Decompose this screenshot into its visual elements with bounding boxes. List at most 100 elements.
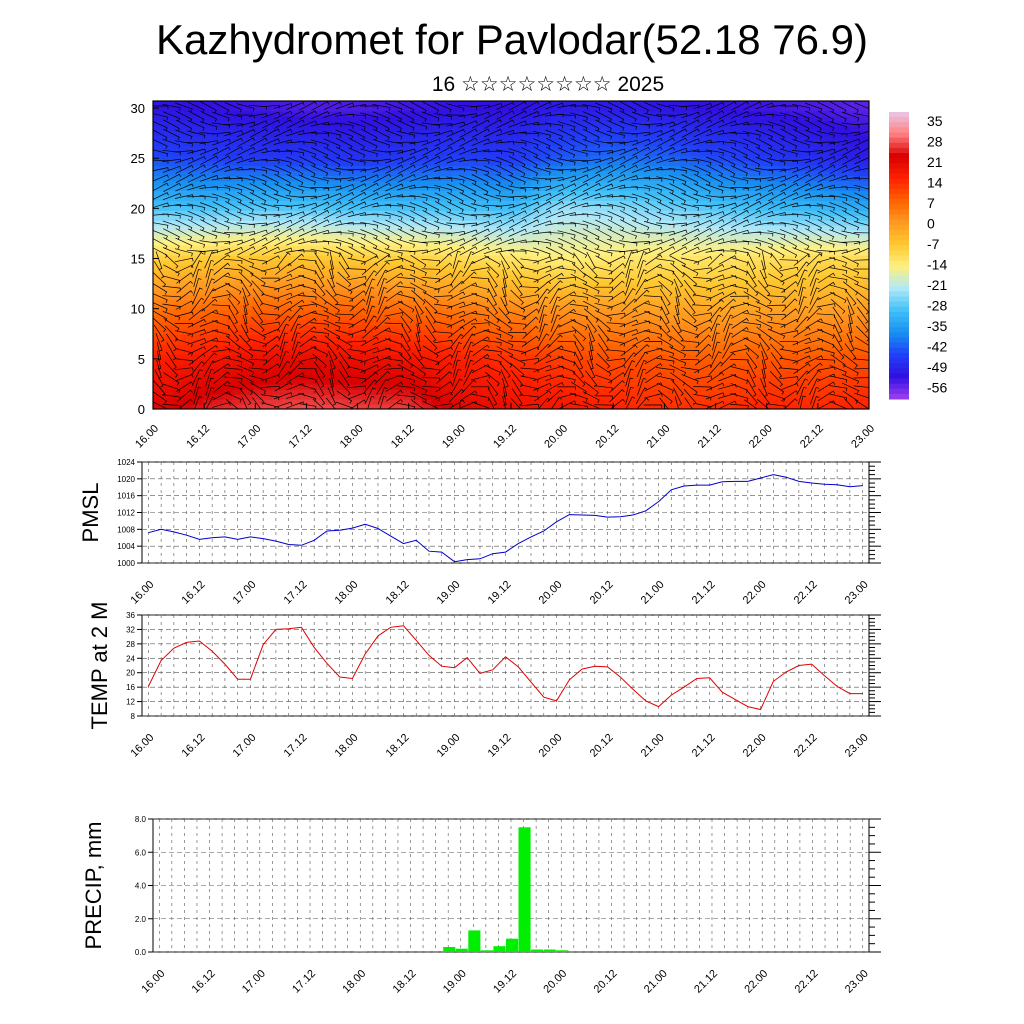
field-cell <box>789 175 800 182</box>
field-cell <box>660 399 671 405</box>
field-cell <box>262 210 273 216</box>
field-cell <box>202 379 214 385</box>
field-cell <box>162 140 174 147</box>
field-cell <box>461 304 472 311</box>
wind-barb <box>200 101 217 114</box>
field-cell <box>590 299 602 306</box>
field-cell <box>839 200 850 206</box>
field-cell <box>292 150 303 157</box>
field-cell <box>292 379 303 385</box>
field-cell <box>729 160 741 167</box>
wind-barb <box>164 253 179 269</box>
field-cell <box>222 394 234 400</box>
field-cell <box>322 289 333 296</box>
field-cell <box>391 354 403 360</box>
field-cell <box>630 324 641 331</box>
field-cell <box>322 329 333 336</box>
field-cell <box>550 389 562 395</box>
field-cell <box>461 399 472 405</box>
wind-barb <box>277 360 291 377</box>
field-cell <box>610 374 621 380</box>
field-cell <box>302 245 313 251</box>
field-cell <box>461 329 472 336</box>
field-cell <box>779 379 791 385</box>
field-cell <box>391 344 403 350</box>
field-cell <box>709 230 721 236</box>
field-cell <box>421 264 433 271</box>
field-cell <box>769 349 781 355</box>
field-cell <box>779 240 791 246</box>
field-cell <box>212 334 224 341</box>
field-cell <box>421 284 433 291</box>
field-cell <box>690 185 701 192</box>
field-cell <box>381 150 393 157</box>
field-cell <box>709 324 721 331</box>
wind-barb <box>192 287 203 305</box>
field-cell <box>809 115 820 122</box>
field-cell <box>839 230 850 236</box>
field-cell <box>779 250 791 256</box>
field-cell <box>729 240 741 246</box>
field-cell <box>699 150 711 157</box>
field-cell <box>431 379 442 385</box>
field-cell <box>172 264 184 271</box>
field-cell <box>690 125 701 132</box>
field-cell <box>232 125 244 132</box>
field-cell <box>859 354 869 360</box>
field-cell <box>501 200 512 206</box>
field-cell <box>351 264 363 271</box>
field-cell <box>789 101 800 107</box>
field-cell <box>172 255 184 261</box>
field-cell <box>212 309 224 316</box>
field-cell <box>789 240 800 246</box>
field-cell <box>252 394 263 400</box>
field-cell <box>172 130 184 137</box>
field-cell <box>451 215 462 221</box>
field-cell <box>391 185 403 192</box>
wind-barb <box>261 159 280 164</box>
field-cell <box>172 384 184 390</box>
wind-barb <box>298 120 317 128</box>
field-cell <box>620 255 631 261</box>
field-cell <box>849 160 860 167</box>
field-cell <box>332 359 343 365</box>
field-cell <box>262 170 273 177</box>
wind-barb <box>249 201 267 213</box>
field-cell <box>242 314 254 321</box>
field-cell <box>242 200 254 206</box>
wind-barb <box>236 238 256 246</box>
field-cell <box>779 374 791 380</box>
field-cell <box>322 165 333 172</box>
field-cell <box>391 369 403 375</box>
wind-barb <box>286 173 304 186</box>
field-cell <box>192 101 204 107</box>
field-cell <box>729 135 741 142</box>
field-cell <box>252 150 263 157</box>
field-cell <box>491 374 502 380</box>
field-cell <box>351 394 363 400</box>
field-cell <box>292 404 303 409</box>
field-cell <box>272 374 283 380</box>
field-cell <box>650 155 661 162</box>
field-cell <box>312 314 323 321</box>
field-cell <box>461 334 472 341</box>
field-cell <box>670 175 681 182</box>
field-cell <box>630 319 641 326</box>
field-cell <box>501 389 512 395</box>
field-cell <box>371 250 383 256</box>
field-cell <box>371 220 383 226</box>
field-cell <box>670 135 681 142</box>
field-cell <box>570 225 582 231</box>
field-cell <box>779 145 791 152</box>
field-cell <box>819 130 830 137</box>
field-cell <box>709 160 721 167</box>
wind-barb <box>248 167 268 174</box>
field-cell <box>520 304 532 311</box>
field-cell <box>461 165 472 172</box>
field-cell <box>471 394 482 400</box>
field-cell <box>859 195 869 201</box>
wind-barb <box>187 203 206 211</box>
field-cell <box>401 379 413 385</box>
wind-barb <box>249 327 266 340</box>
field-cell <box>491 105 502 112</box>
